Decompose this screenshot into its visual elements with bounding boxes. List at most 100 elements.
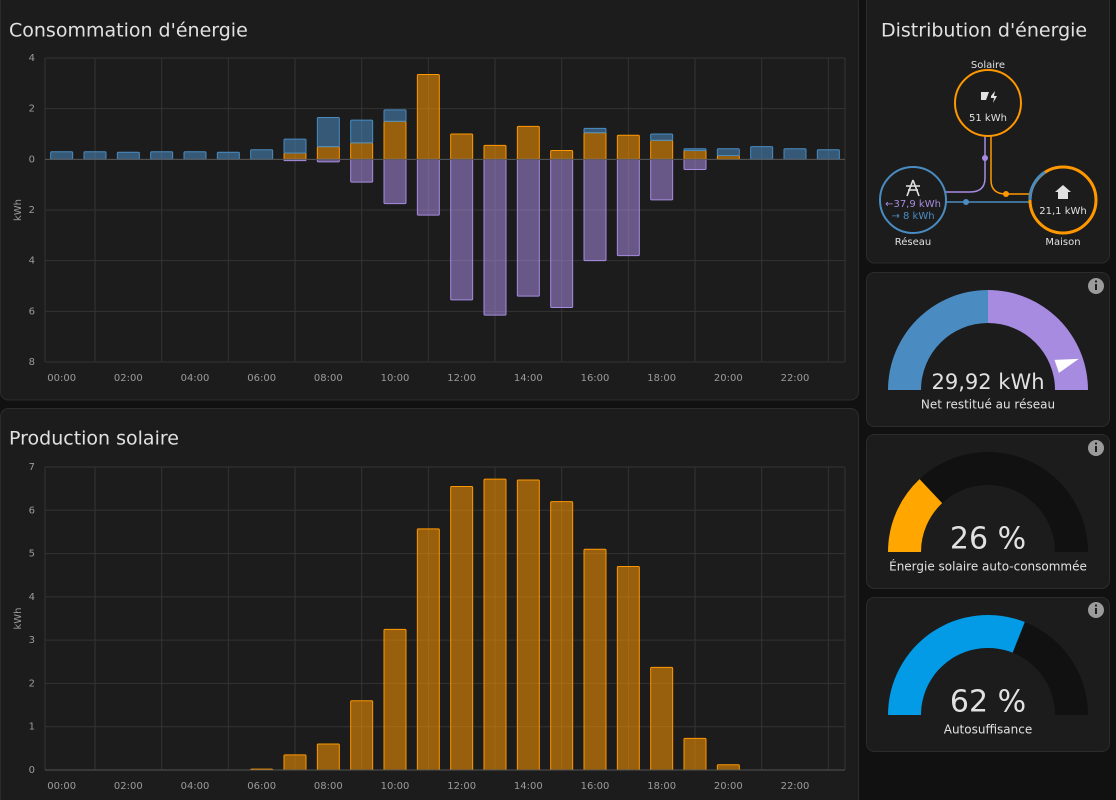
bar [650,158,674,201]
x-tick-label: 20:00 [714,781,743,792]
bar [583,127,607,134]
solar-node [954,69,1022,137]
bar [283,138,307,154]
bar [416,73,440,160]
node-value: → 8 kWh [891,211,934,222]
x-tick-label: 08:00 [314,373,343,384]
home-icon [1055,185,1071,199]
bar [450,133,474,160]
y-axis-label: kWh [13,199,24,221]
x-tick-label: 12:00 [447,373,476,384]
x-tick-label: 22:00 [781,373,810,384]
bar [816,149,840,160]
x-tick-label: 00:00 [47,781,76,792]
node-label: Réseau [895,236,931,248]
bar [350,158,374,183]
bar [616,134,640,160]
y-tick-label: 5 [29,549,35,560]
y-tick-label: 4 [29,592,35,603]
bar [516,479,540,771]
bar [416,528,440,771]
y-tick-label: 4 [29,256,35,267]
y-tick-label: 2 [29,678,35,689]
y-tick-label: 0 [29,765,35,776]
grid-icon [906,179,920,197]
x-tick-label: 12:00 [447,781,476,792]
x-tick-label: 08:00 [314,781,343,792]
x-tick-label: 00:00 [47,373,76,384]
x-tick-label: 18:00 [647,373,676,384]
bar [716,155,740,160]
bar [383,120,407,160]
info-icon-dot [1095,280,1097,283]
x-tick-label: 06:00 [247,781,276,792]
bar [550,501,574,771]
y-tick-label: 3 [29,635,35,646]
x-tick-label: 18:00 [647,781,676,792]
home-node-segment [1028,170,1046,201]
bar [450,485,474,771]
info-icon-stem [1095,446,1097,452]
y-tick-label: 2 [29,205,35,216]
y-tick-label: 8 [29,357,35,368]
info-icon-dot [1095,442,1097,445]
bar [550,149,574,160]
bar [483,478,507,771]
y-tick-label: 4 [29,53,35,64]
info-icon-stem [1095,608,1097,614]
bar [650,139,674,160]
x-tick-label: 14:00 [514,373,543,384]
solar-icon [981,91,997,103]
grid-node [879,166,947,234]
x-tick-label: 04:00 [181,781,210,792]
node-value: ←37,9 kWh [885,199,941,210]
bar [516,158,540,297]
x-tick-label: 10:00 [381,373,410,384]
flow-dot [1003,191,1009,197]
x-tick-label: 02:00 [114,373,143,384]
gauge-value: 26 % [950,522,1026,557]
y-axis-label: kWh [13,607,24,629]
flow-line [946,136,986,193]
bar [316,146,340,160]
gauge-fill [888,479,943,552]
bar [683,148,707,151]
gauge-name: Net restitué au réseau [921,398,1055,412]
bar [383,628,407,771]
x-tick-label: 16:00 [581,373,610,384]
x-tick-label: 16:00 [581,781,610,792]
gauge-track [888,452,1088,552]
y-tick-label: 2 [29,104,35,115]
gauge-value: 29,92 kWh [931,370,1044,394]
y-tick-label: 7 [29,462,35,473]
x-tick-label: 02:00 [114,781,143,792]
bar [383,109,407,122]
x-tick-label: 04:00 [181,373,210,384]
x-tick-label: 22:00 [781,781,810,792]
bar [583,158,607,262]
bar [716,148,740,157]
bar [683,158,707,170]
bar [583,132,607,160]
bar [650,133,674,141]
bar [316,743,340,771]
bar [783,148,807,160]
x-tick-label: 14:00 [514,781,543,792]
bar [483,144,507,160]
node-value: 21,1 kWh [1039,206,1086,217]
y-tick-label: 0 [29,154,35,165]
y-tick-label: 1 [29,722,35,733]
gauge-segment [888,290,988,390]
card-title: Production solaire [9,428,179,450]
bar [50,151,74,160]
x-tick-label: 10:00 [381,781,410,792]
bar [650,666,674,771]
bar [216,151,240,160]
bar [350,700,374,771]
bar [483,158,507,316]
gauge-name: Énergie solaire auto-consommée [889,559,1087,574]
info-icon-stem [1095,284,1097,290]
bar [250,149,274,160]
bar [550,158,574,309]
